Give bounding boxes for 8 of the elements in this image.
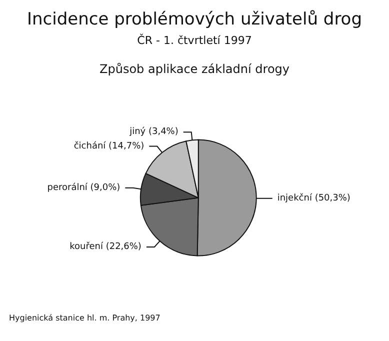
- chart-title: Incidence problémových uživatelů drog: [26, 10, 362, 30]
- slice-label: čichání (14,7%): [74, 140, 144, 152]
- slice-label: injekční (50,3%): [277, 192, 350, 204]
- slice-label: jiný (3,4%): [128, 126, 178, 138]
- text: Hygienická stanice hl. m. Prahy, 1997: [9, 314, 160, 322]
- slice-label: kouření (22,6%): [70, 240, 142, 252]
- text: ČR - 1. čtvrtletí 1997 Způsob aplikace základní drogy: [99, 34, 290, 76]
- slice-label: perorální (9,0%): [47, 182, 120, 193]
